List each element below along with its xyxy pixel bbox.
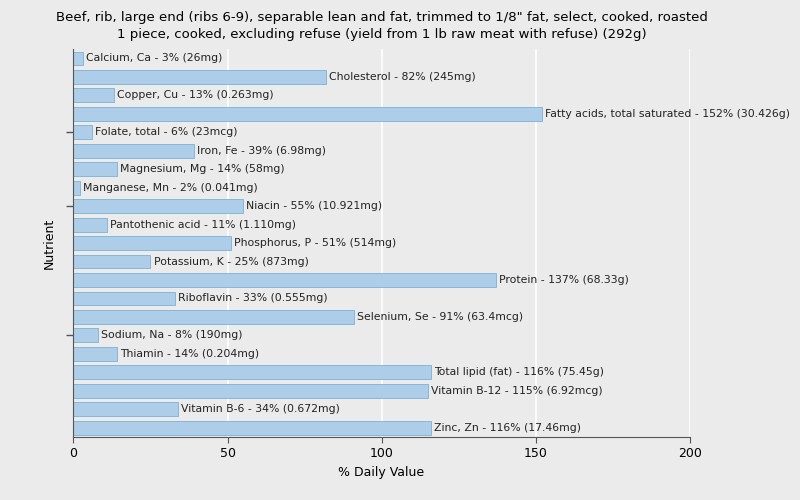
Text: Copper, Cu - 13% (0.263mg): Copper, Cu - 13% (0.263mg) (117, 90, 274, 101)
Bar (74, 366, 431, 379)
Bar (74, 199, 243, 213)
Bar (74, 347, 117, 361)
Bar (74, 292, 175, 306)
Bar (74, 384, 428, 398)
Bar (74, 70, 326, 84)
Bar (74, 181, 80, 194)
Bar (74, 52, 82, 66)
Bar (74, 88, 114, 102)
Text: Vitamin B-6 - 34% (0.672mg): Vitamin B-6 - 34% (0.672mg) (182, 404, 340, 414)
Text: Iron, Fe - 39% (6.98mg): Iron, Fe - 39% (6.98mg) (197, 146, 326, 156)
Bar (74, 328, 98, 342)
Bar (74, 144, 194, 158)
Text: Cholesterol - 82% (245mg): Cholesterol - 82% (245mg) (329, 72, 476, 82)
Bar (74, 218, 107, 232)
Text: Total lipid (fat) - 116% (75.45g): Total lipid (fat) - 116% (75.45g) (434, 368, 604, 378)
Text: Selenium, Se - 91% (63.4mcg): Selenium, Se - 91% (63.4mcg) (357, 312, 523, 322)
Text: Sodium, Na - 8% (190mg): Sodium, Na - 8% (190mg) (101, 330, 242, 340)
Bar (74, 126, 92, 139)
Text: Folate, total - 6% (23mcg): Folate, total - 6% (23mcg) (95, 128, 238, 138)
Title: Beef, rib, large end (ribs 6-9), separable lean and fat, trimmed to 1/8" fat, se: Beef, rib, large end (ribs 6-9), separab… (55, 11, 707, 41)
Text: Niacin - 55% (10.921mg): Niacin - 55% (10.921mg) (246, 201, 382, 211)
Text: Potassium, K - 25% (873mg): Potassium, K - 25% (873mg) (154, 256, 309, 266)
Text: Pantothenic acid - 11% (1.110mg): Pantothenic acid - 11% (1.110mg) (110, 220, 297, 230)
Text: Magnesium, Mg - 14% (58mg): Magnesium, Mg - 14% (58mg) (120, 164, 284, 174)
Text: Fatty acids, total saturated - 152% (30.426g): Fatty acids, total saturated - 152% (30.… (545, 109, 790, 119)
Text: Zinc, Zn - 116% (17.46mg): Zinc, Zn - 116% (17.46mg) (434, 422, 581, 432)
Bar (74, 162, 117, 176)
Bar (74, 402, 178, 416)
Text: Protein - 137% (68.33g): Protein - 137% (68.33g) (498, 275, 629, 285)
Text: Riboflavin - 33% (0.555mg): Riboflavin - 33% (0.555mg) (178, 294, 328, 304)
Text: Phosphorus, P - 51% (514mg): Phosphorus, P - 51% (514mg) (234, 238, 396, 248)
X-axis label: % Daily Value: % Daily Value (338, 466, 425, 479)
Bar (74, 254, 150, 268)
Bar (74, 107, 542, 121)
Text: Manganese, Mn - 2% (0.041mg): Manganese, Mn - 2% (0.041mg) (82, 182, 258, 192)
Bar (74, 273, 495, 287)
Text: Calcium, Ca - 3% (26mg): Calcium, Ca - 3% (26mg) (86, 54, 222, 64)
Y-axis label: Nutrient: Nutrient (43, 218, 56, 268)
Text: Thiamin - 14% (0.204mg): Thiamin - 14% (0.204mg) (120, 349, 259, 359)
Text: Vitamin B-12 - 115% (6.92mcg): Vitamin B-12 - 115% (6.92mcg) (431, 386, 602, 396)
Bar (74, 236, 230, 250)
Bar (74, 421, 431, 434)
Bar (74, 310, 354, 324)
